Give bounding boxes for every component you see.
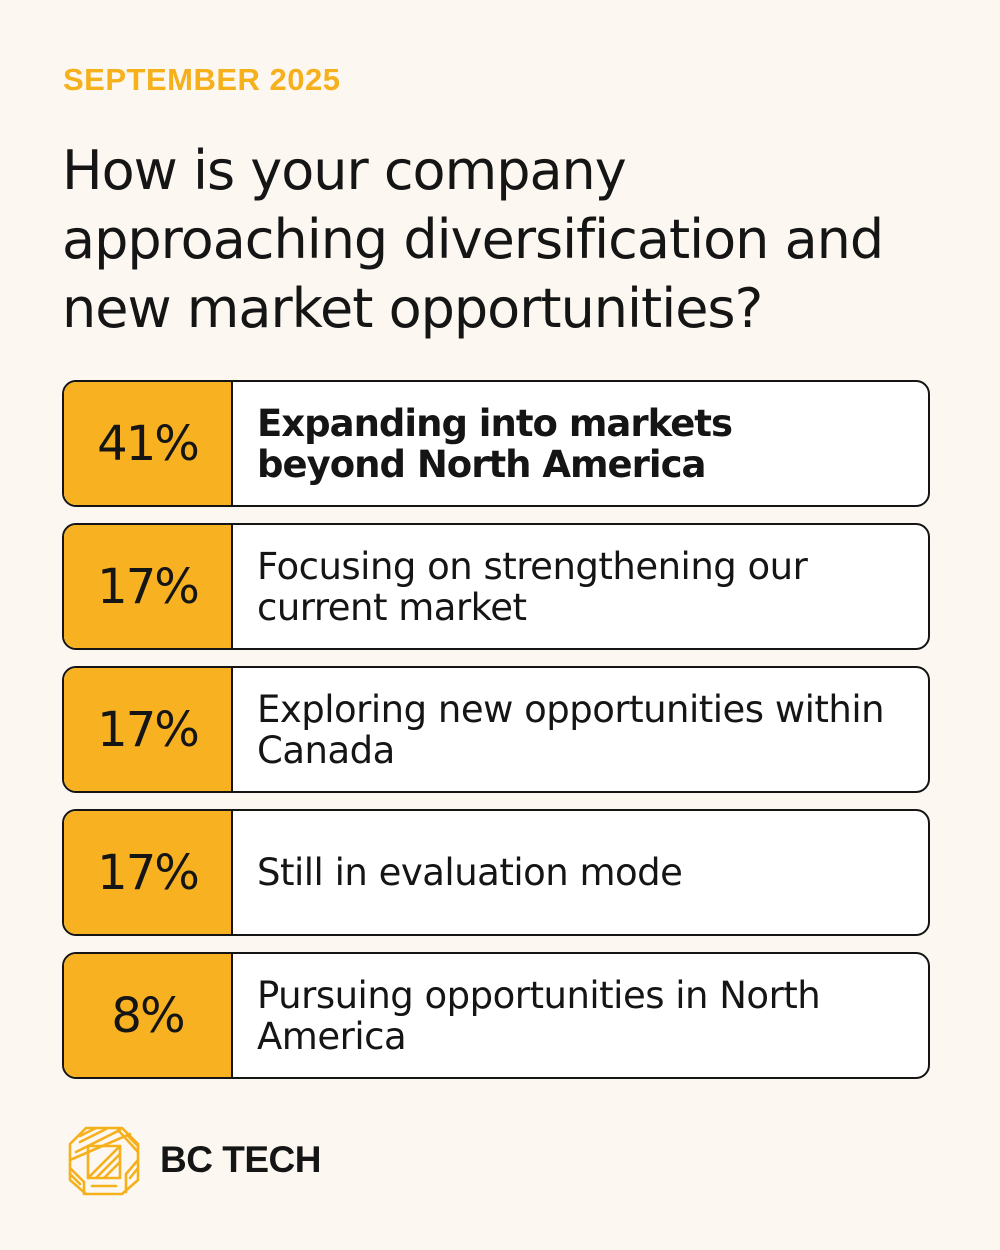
result-label: Exploring new opportunities within Canad…	[257, 687, 885, 772]
result-percentage: 41%	[64, 382, 233, 505]
result-percentage: 17%	[64, 668, 233, 791]
result-row: 17% Focusing on strengthening our curren…	[62, 523, 930, 650]
result-percentage: 8%	[64, 954, 233, 1077]
result-label: Pursuing opportunities in North America	[257, 973, 821, 1058]
result-label: Focusing on strengthening our current ma…	[257, 544, 808, 629]
brand-name: BC TECH	[160, 1139, 321, 1180]
result-row: 17% Still in evaluation mode	[62, 809, 930, 936]
survey-question: How is your company approaching diversif…	[62, 139, 884, 340]
brand-logo: BC TECH	[66, 1122, 321, 1198]
result-percentage: 17%	[64, 525, 233, 648]
result-row: 41% Expanding into markets beyond North …	[62, 380, 930, 507]
result-row: 17% Exploring new opportunities within C…	[62, 666, 930, 793]
result-label: Expanding into markets beyond North Amer…	[257, 401, 733, 486]
bc-tech-logo-icon	[68, 1126, 140, 1196]
result-label: Still in evaluation mode	[257, 851, 683, 894]
result-percentage: 17%	[64, 811, 233, 934]
results-list: 41% Expanding into markets beyond North …	[62, 380, 930, 1095]
survey-date: SEPTEMBER 2025	[63, 62, 341, 97]
result-row: 8% Pursuing opportunities in North Ameri…	[62, 952, 930, 1079]
